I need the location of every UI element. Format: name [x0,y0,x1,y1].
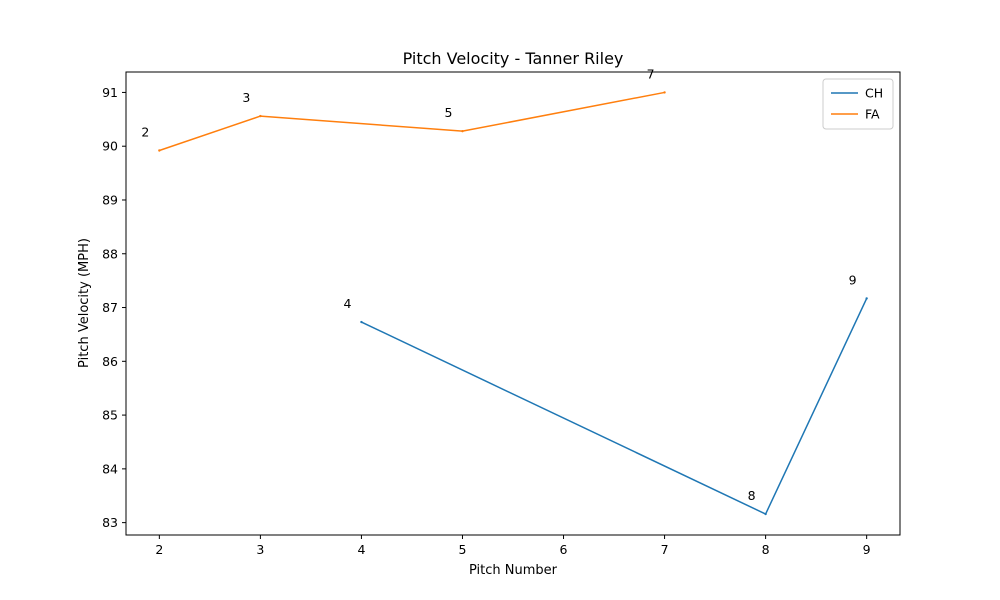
data-point-fa[interactable] [158,149,161,152]
x-tick-label: 5 [459,542,467,557]
series-layer [158,91,868,516]
data-point-fa[interactable] [663,91,666,94]
point-label: 5 [445,105,453,120]
point-label: 9 [849,272,857,287]
data-point-fa[interactable] [461,129,464,133]
data-point-ch[interactable] [865,297,868,300]
point-labels-layer: 4 8 9 2 3 5 7 [141,66,856,503]
y-tick-label: 88 [102,246,118,261]
x-tick-label: 3 [256,542,264,557]
y-tick-label: 90 [102,139,118,154]
x-tick-label: 9 [863,542,871,557]
x-tick-label: 4 [357,542,365,557]
x-tick-label: 2 [155,542,163,557]
x-tick-label: 6 [560,542,568,557]
plot-frame [125,71,901,536]
y-axis-title: Pitch Velocity (MPH) [77,238,92,368]
x-tick-label: 8 [762,542,770,557]
data-point-ch[interactable] [764,512,767,516]
chart-title: Pitch Velocity - Tanner Riley [403,49,624,68]
legend[interactable]: CH FA [822,78,894,130]
y-tick-label: 84 [102,461,118,476]
point-label: 2 [141,125,149,140]
y-tick-label: 91 [102,85,118,100]
series-line-fa[interactable] [159,91,665,152]
point-label: 7 [647,66,655,81]
point-label: 4 [343,296,351,311]
y-tick-label: 86 [102,354,118,369]
legend-label-ch[interactable]: CH [865,86,883,101]
legend-box [822,78,894,130]
y-tick-label: 85 [102,408,118,423]
point-label: 8 [748,488,756,503]
x-axis-title: Pitch Number [469,563,558,578]
data-point-fa[interactable] [259,114,262,118]
x-tick-label: 7 [661,542,669,557]
legend-label-fa[interactable]: FA [865,107,880,122]
y-tick-label: 87 [102,300,118,315]
y-tick-label: 83 [102,515,118,530]
series-line-ch[interactable] [361,298,868,515]
point-label: 3 [242,90,250,105]
y-tick-label: 89 [102,192,118,207]
data-point-ch[interactable] [360,320,363,324]
